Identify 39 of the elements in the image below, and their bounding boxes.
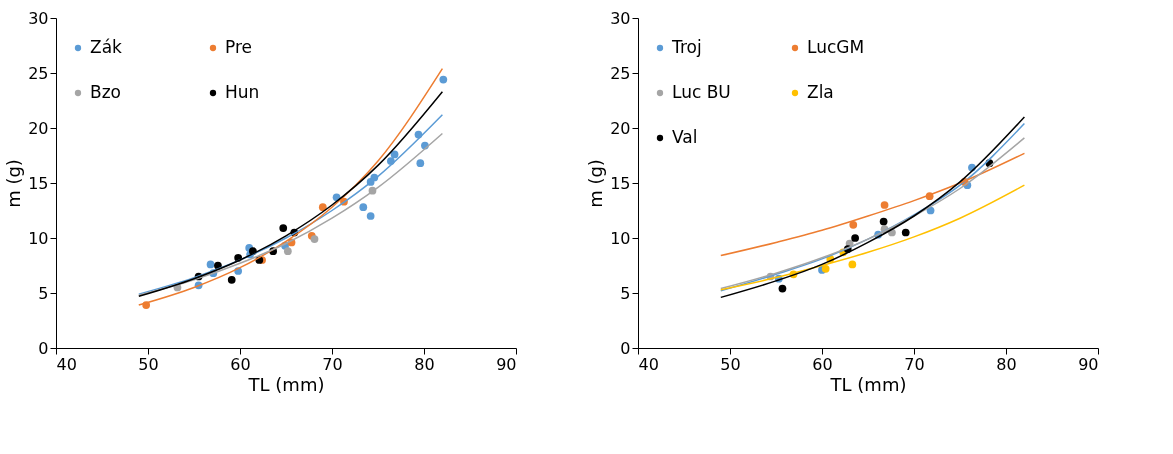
legend-label: Pre	[225, 37, 253, 57]
x-tick-label: 60	[230, 354, 251, 374]
y-axis-title: m (g)	[3, 159, 25, 208]
x-tick-label: 90	[496, 354, 517, 374]
y-tick-label: 25	[610, 63, 631, 83]
x-tick-label: 80	[414, 354, 435, 374]
x-tick-label: 40	[638, 354, 659, 374]
y-tick-label: 0	[620, 338, 631, 358]
y-tick-label: 10	[28, 228, 49, 248]
x-tick-label: 50	[138, 354, 159, 374]
y-tick-label: 30	[610, 8, 631, 28]
y-tick-label: 5	[620, 283, 631, 303]
x-tick-label: 40	[56, 354, 77, 374]
legend-label: Zla	[807, 82, 834, 102]
x-tick-label: 70	[322, 354, 343, 374]
y-tick-label: 30	[28, 8, 49, 28]
y-tick-label: 25	[28, 63, 49, 83]
x-axis-title: TL (mm)	[247, 373, 325, 395]
legend-label: Hun	[225, 82, 260, 102]
y-tick-label: 15	[610, 173, 631, 193]
legend-label: Troj	[671, 37, 702, 57]
y-tick-label: 0	[38, 338, 49, 358]
legend-label: Val	[672, 127, 698, 147]
x-tick-label: 60	[812, 354, 833, 374]
y-tick-label: 20	[610, 118, 631, 138]
y-tick-label: 5	[38, 283, 49, 303]
legend-label: LucGM	[807, 37, 865, 57]
y-axis-title: m (g)	[585, 159, 607, 208]
x-axis-title: TL (mm)	[829, 373, 907, 395]
y-tick-label: 20	[28, 118, 49, 138]
x-tick-label: 90	[1078, 354, 1099, 374]
x-tick-label: 70	[904, 354, 925, 374]
x-tick-label: 80	[996, 354, 1017, 374]
y-tick-label: 10	[610, 228, 631, 248]
legend-label: Bzo	[90, 82, 121, 102]
x-tick-label: 50	[720, 354, 741, 374]
legend-label: Luc BU	[672, 82, 731, 102]
legend-label: Zák	[90, 37, 123, 57]
y-tick-label: 15	[28, 173, 49, 193]
